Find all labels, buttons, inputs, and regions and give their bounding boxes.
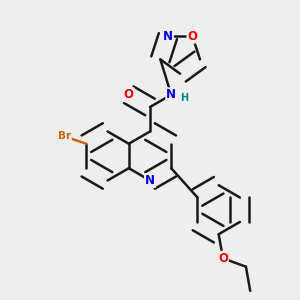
Text: H: H	[181, 93, 189, 103]
Text: N: N	[145, 174, 155, 187]
Text: O: O	[124, 88, 134, 101]
Text: N: N	[166, 88, 176, 101]
Text: O: O	[218, 252, 228, 265]
Text: Br: Br	[58, 131, 71, 141]
Text: O: O	[188, 30, 197, 43]
Text: N: N	[163, 30, 173, 43]
